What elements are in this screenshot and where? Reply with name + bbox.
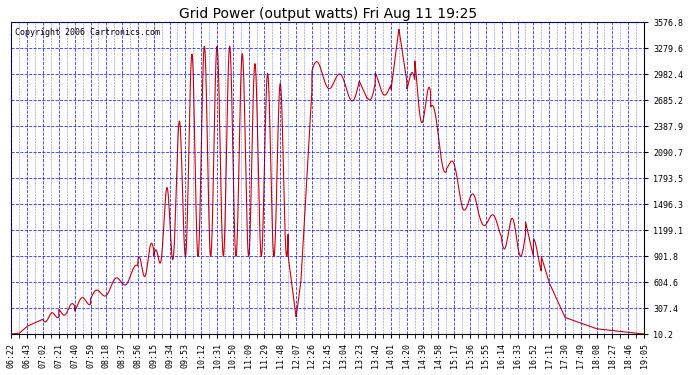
- Title: Grid Power (output watts) Fri Aug 11 19:25: Grid Power (output watts) Fri Aug 11 19:…: [179, 7, 477, 21]
- Text: Copyright 2006 Cartronics.com: Copyright 2006 Cartronics.com: [14, 28, 159, 38]
